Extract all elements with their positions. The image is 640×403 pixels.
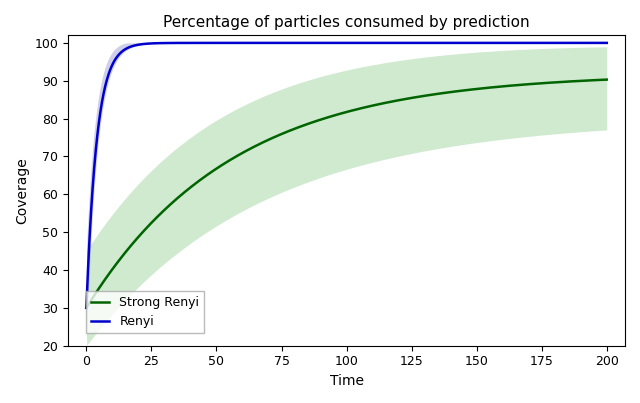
Renyi — [466, 40, 474, 45]
Title: Percentage of particles consumed by prediction: Percentage of particles consumed by pred… — [163, 15, 530, 30]
Renyi — [322, 40, 330, 45]
Strong Renyi — [492, 85, 500, 89]
Line: Renyi: Renyi — [86, 43, 607, 308]
Renyi — [603, 40, 611, 45]
Y-axis label: Coverage: Coverage — [15, 157, 29, 224]
Line: Strong Renyi: Strong Renyi — [86, 80, 607, 308]
Renyi — [335, 40, 343, 45]
Renyi — [83, 305, 90, 310]
Strong Renyi — [109, 266, 116, 271]
Strong Renyi — [322, 116, 330, 120]
Renyi — [588, 40, 596, 45]
Strong Renyi — [588, 78, 595, 83]
Strong Renyi — [83, 305, 90, 310]
Renyi — [588, 40, 596, 45]
Strong Renyi — [335, 112, 343, 116]
Renyi — [109, 61, 116, 66]
Strong Renyi — [588, 78, 596, 83]
Strong Renyi — [603, 77, 611, 82]
X-axis label: Time: Time — [330, 374, 364, 388]
Renyi — [493, 40, 500, 45]
Legend: Strong Renyi, Renyi: Strong Renyi, Renyi — [86, 291, 204, 333]
